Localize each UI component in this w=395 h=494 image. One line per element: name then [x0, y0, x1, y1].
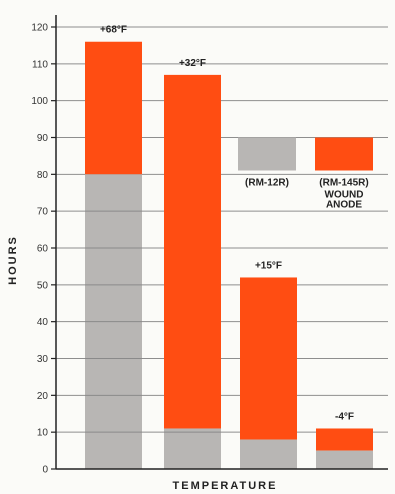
reference-bar-label: (RM-12R): [245, 177, 289, 188]
y-tick-label: 70: [37, 207, 49, 218]
y-tick-label: 80: [37, 170, 49, 181]
orange-bar: [85, 41, 142, 175]
reference-bar-label: (RM-145R): [319, 177, 368, 188]
y-tick-label: 100: [31, 96, 48, 107]
y-tick-label: 40: [37, 317, 49, 328]
y-tick-label: 0: [42, 465, 48, 476]
reference-bar-sublabel: WOUND: [325, 189, 364, 200]
reference-bar: [315, 137, 373, 171]
y-tick-label: 90: [37, 133, 49, 144]
bars: [85, 41, 373, 470]
orange-bar: [316, 428, 373, 451]
bar-annotation: -4°F: [335, 411, 354, 422]
y-tick-label: 50: [37, 280, 49, 291]
axes: [51, 15, 388, 470]
y-tick-label: 20: [37, 391, 49, 402]
bar-annotation: +15°F: [255, 260, 282, 271]
bar-annotation: +32°F: [179, 58, 206, 69]
y-tick-label: 120: [31, 23, 48, 34]
y-tick-label: 110: [32, 59, 48, 70]
x-axis-title: TEMPERATURE: [173, 480, 278, 492]
orange-bar: [240, 277, 297, 440]
y-tick-label: 30: [37, 354, 49, 365]
gray-bar: [164, 428, 221, 469]
y-tick-label: 60: [37, 244, 49, 255]
orange-bar: [164, 74, 221, 429]
gray-bar: [240, 439, 297, 469]
labels: 0 10 20 30 40 50 60 70 80 90 100 110 120 +68°F +32°F +1…: [31, 23, 368, 476]
bar-annotation: +68°F: [100, 25, 127, 36]
gray-bar: [316, 450, 373, 469]
reference-bar-sublabel: ANODE: [326, 199, 362, 210]
reference-bar: [238, 137, 296, 171]
y-axis-title: HOURS: [7, 235, 19, 285]
y-tick-label: 10: [37, 428, 49, 439]
